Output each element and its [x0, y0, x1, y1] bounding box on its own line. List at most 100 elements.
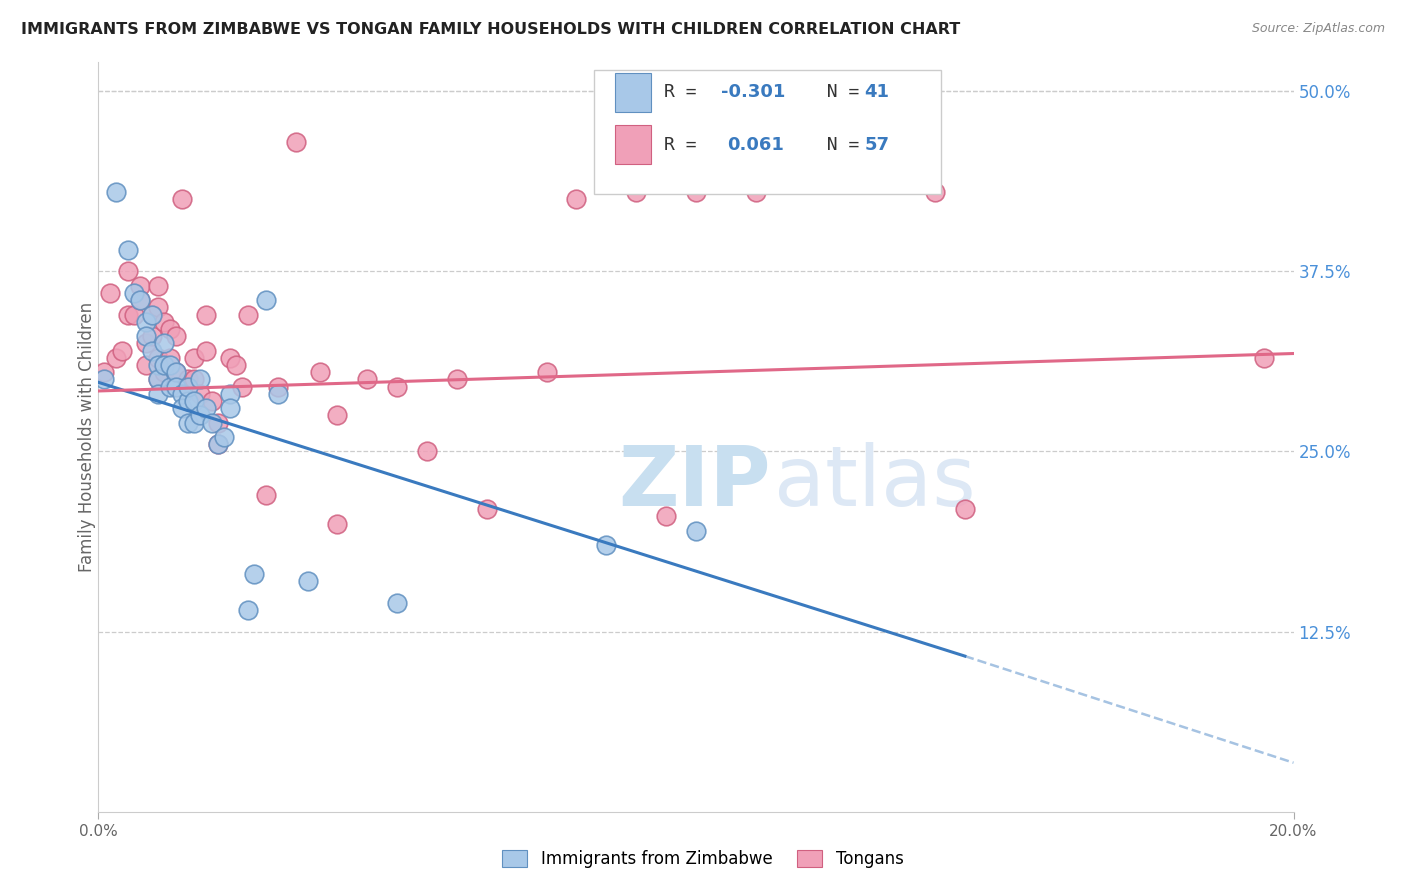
Point [565, 192, 588, 206]
Point [225, 358, 247, 372]
Point [385, 379, 409, 393]
Point [105, 185, 128, 199]
Text: N =: N = [804, 84, 870, 102]
Point [626, 185, 648, 199]
Point [195, 308, 218, 322]
Point [254, 293, 277, 308]
Point [231, 379, 253, 393]
Point [135, 315, 157, 329]
Point [124, 308, 146, 322]
Point [267, 379, 290, 393]
Point [284, 135, 307, 149]
Point [117, 243, 139, 257]
Point [159, 351, 181, 365]
Text: -0.301: -0.301 [721, 84, 786, 102]
Point [172, 192, 194, 206]
Point [135, 358, 157, 372]
Point [177, 372, 200, 386]
Point [177, 416, 200, 430]
Point [93, 372, 115, 386]
Point [219, 387, 242, 401]
Point [148, 301, 170, 315]
Point [745, 185, 768, 199]
Point [267, 387, 290, 401]
Point [308, 365, 330, 379]
Point [236, 308, 259, 322]
Point [188, 409, 211, 423]
Point [111, 343, 134, 358]
Point [165, 365, 187, 379]
Point [953, 502, 976, 516]
Point [177, 394, 200, 409]
Point [924, 185, 946, 199]
Point [183, 351, 205, 365]
Point [129, 293, 152, 308]
Point [93, 365, 115, 379]
Point [297, 574, 319, 589]
Point [207, 437, 229, 451]
Point [135, 336, 157, 351]
Point [385, 596, 409, 610]
Point [159, 322, 181, 336]
Point [655, 509, 678, 524]
Text: 57: 57 [865, 136, 890, 153]
Point [165, 379, 187, 393]
Point [159, 358, 181, 372]
Text: Source: ZipAtlas.com: Source: ZipAtlas.com [1251, 22, 1385, 36]
Point [195, 343, 218, 358]
Point [148, 351, 170, 365]
Point [183, 416, 205, 430]
Point [172, 401, 194, 416]
Point [188, 387, 211, 401]
Point [356, 372, 378, 386]
Point [183, 372, 205, 386]
Text: N =: N = [804, 136, 870, 153]
FancyBboxPatch shape [595, 70, 941, 194]
Point [177, 379, 200, 393]
Point [141, 343, 163, 358]
Point [141, 308, 163, 322]
FancyBboxPatch shape [614, 73, 651, 112]
Point [117, 264, 139, 278]
Point [124, 285, 146, 300]
Point [135, 329, 157, 343]
Point [254, 488, 277, 502]
Point [148, 372, 170, 386]
Point [165, 365, 187, 379]
Point [141, 329, 163, 343]
Point [165, 329, 187, 343]
Point [207, 437, 229, 451]
Point [148, 278, 170, 293]
Point [326, 409, 349, 423]
Point [595, 538, 617, 552]
Text: atlas: atlas [773, 442, 976, 523]
Point [195, 401, 218, 416]
Point [129, 293, 152, 308]
Point [172, 387, 194, 401]
Point [153, 358, 176, 372]
Point [446, 372, 468, 386]
FancyBboxPatch shape [614, 126, 651, 164]
Point [475, 502, 498, 516]
Text: R =: R = [664, 136, 718, 153]
Point [148, 358, 170, 372]
Point [685, 524, 707, 538]
Text: ZIP: ZIP [619, 442, 770, 523]
Point [1253, 351, 1275, 365]
Point [153, 365, 176, 379]
Text: R =: R = [664, 84, 707, 102]
Point [153, 336, 176, 351]
Point [129, 278, 152, 293]
Text: 0.061: 0.061 [727, 136, 785, 153]
Point [98, 285, 122, 300]
Point [536, 365, 558, 379]
Point [188, 372, 211, 386]
Point [326, 516, 349, 531]
Point [153, 315, 176, 329]
Point [201, 416, 224, 430]
Point [243, 566, 266, 581]
Point [416, 444, 439, 458]
Point [219, 351, 242, 365]
Point [148, 372, 170, 386]
Point [219, 401, 242, 416]
